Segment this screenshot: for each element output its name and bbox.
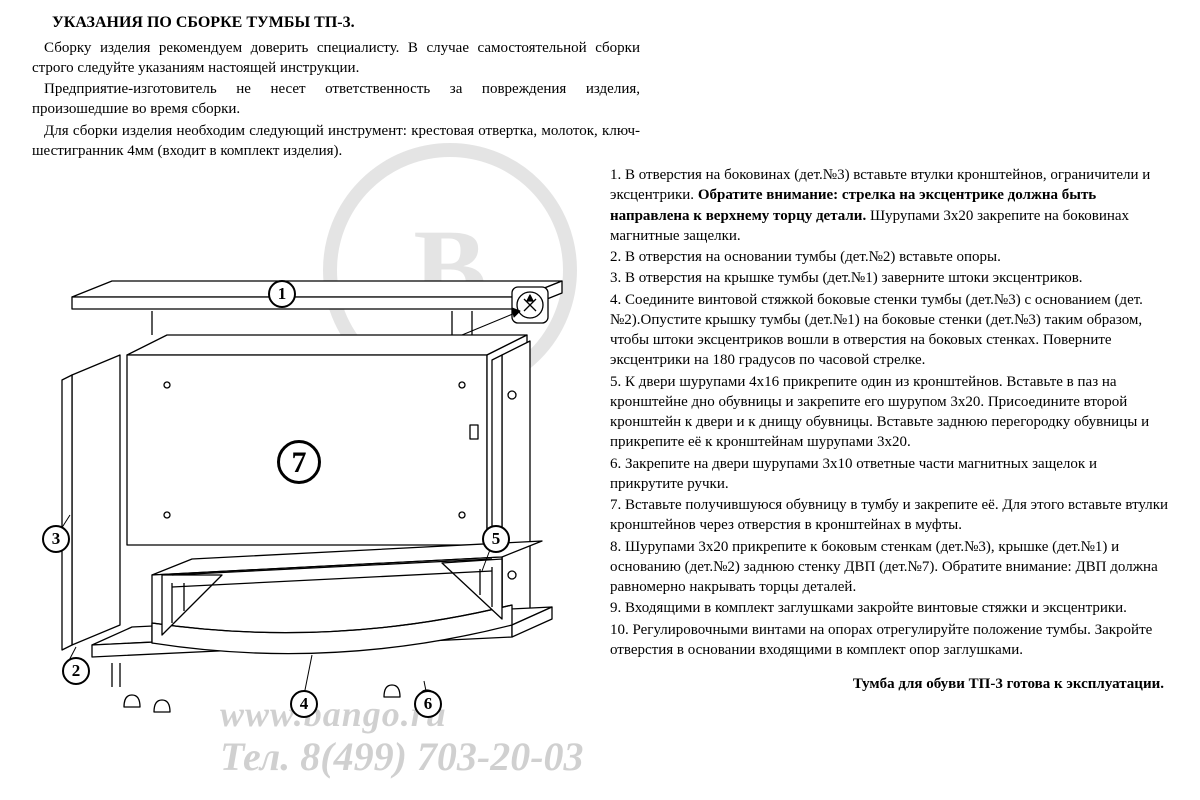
watermark-tel: Тел. 8(499) 703-20-03 <box>220 730 584 784</box>
assembly-diagram: 1 2 3 4 5 6 7 <box>32 275 592 735</box>
callout-2: 2 <box>62 657 90 685</box>
callout-4: 4 <box>290 690 318 718</box>
callout-3: 3 <box>42 525 70 553</box>
callout-7: 7 <box>277 440 321 484</box>
step-8: 8. Шурупами 3х20 прикрепите к боковым ст… <box>610 537 1172 598</box>
step-6: 6. Закрепите на двери шурупами 3х10 отве… <box>610 454 1172 495</box>
intro-block: Сборку изделия рекомендуем доверить спец… <box>32 38 1180 162</box>
step-7: 7. Вставьте получившуюся обувницу в тумб… <box>610 495 1172 536</box>
intro-p2: Предприятие-изготовитель не несет ответс… <box>32 79 640 120</box>
step-3: 3. В отверстия на крышке тумбы (дет.№1) … <box>610 268 1172 288</box>
page-title: УКАЗАНИЯ ПО СБОРКЕ ТУМБЫ ТП-3. <box>52 12 1180 34</box>
callout-6: 6 <box>414 690 442 718</box>
step-2: 2. В отверстия на основании тумбы (дет.№… <box>610 247 1172 267</box>
step-5: 5. К двери шурупами 4х16 прикрепите один… <box>610 372 1172 453</box>
callout-5: 5 <box>482 525 510 553</box>
intro-p3: Для сборки изделия необходим следующий и… <box>32 121 640 162</box>
step-9: 9. Входящими в комплект заглушками закро… <box>610 598 1172 618</box>
step-4: 4. Соедините винтовой стяжкой боковые ст… <box>610 290 1172 371</box>
steps-list: 1. В отверстия на боковинах (дет.№3) вст… <box>610 165 1172 660</box>
step-1: 1. В отверстия на боковинах (дет.№3) вст… <box>610 165 1172 246</box>
callout-1: 1 <box>268 280 296 308</box>
final-note: Тумба для обуви ТП-3 готова к эксплуатац… <box>610 674 1164 694</box>
intro-p1: Сборку изделия рекомендуем доверить спец… <box>32 38 640 79</box>
step-10: 10. Регулировочными винтами на опорах от… <box>610 620 1172 661</box>
